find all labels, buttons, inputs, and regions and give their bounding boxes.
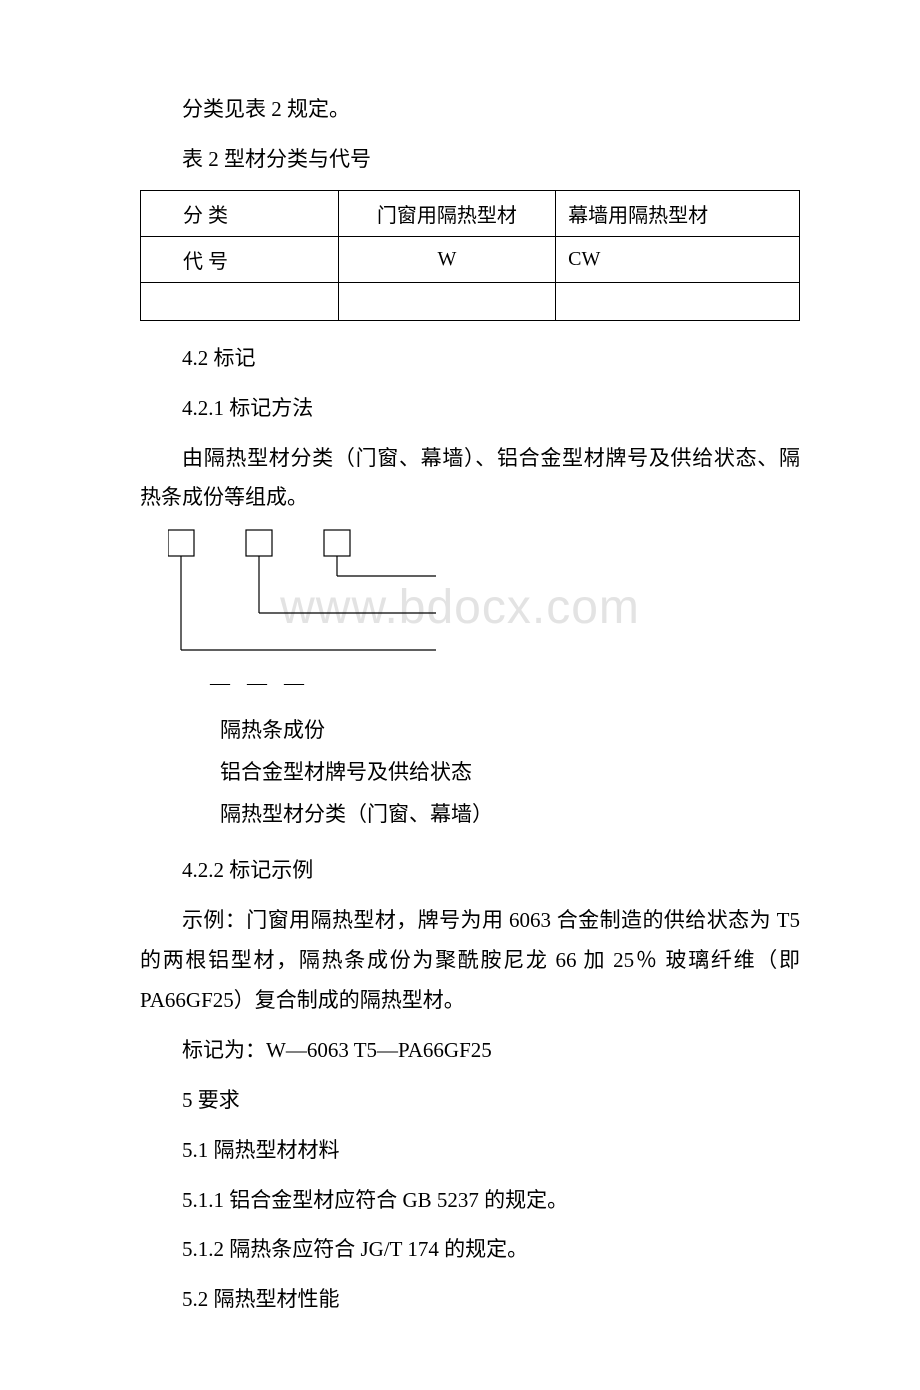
heading-5: 5 要求 (140, 1081, 800, 1121)
table-2: 分 类 门窗用隔热型材 幕墙用隔热型材 代 号 W CW (140, 190, 800, 321)
table-cell: W (338, 236, 555, 282)
table-row: 分 类 门窗用隔热型材 幕墙用隔热型材 (141, 190, 800, 236)
table-row (141, 282, 800, 320)
intro-line-1: 分类见表 2 规定。 (140, 90, 800, 130)
table-cell (141, 282, 339, 320)
diagram-dashes: — — — (210, 672, 800, 695)
diagram-label-3: 隔热型材分类（门窗、幕墙） (220, 793, 800, 835)
diagram-svg (168, 528, 488, 663)
heading-4-2-1: 4.2.1 标记方法 (140, 389, 800, 429)
table-row: 代 号 W CW (141, 236, 800, 282)
mark-example: 标记为：W—6063 T5—PA66GF25 (140, 1031, 800, 1071)
document-body: 分类见表 2 规定。 表 2 型材分类与代号 分 类 门窗用隔热型材 幕墙用隔热… (140, 90, 800, 1320)
table-cell: 代 号 (141, 236, 339, 282)
table-cell (338, 282, 555, 320)
diagram-label-2: 铝合金型材牌号及供给状态 (220, 751, 800, 793)
marking-diagram (140, 528, 800, 668)
heading-4-2: 4.2 标记 (140, 339, 800, 379)
body-4-2-2: 示例：门窗用隔热型材，牌号为用 6063 合金制造的供给状态为 T5 的两根铝型… (140, 901, 800, 1021)
table-cell: CW (556, 236, 800, 282)
body-5-1-2: 5.1.2 隔热条应符合 JG/T 174 的规定。 (140, 1230, 800, 1270)
heading-4-2-2: 4.2.2 标记示例 (140, 851, 800, 891)
table-cell (556, 282, 800, 320)
diagram-label-1: 隔热条成份 (220, 709, 800, 751)
body-5-1-1: 5.1.1 铝合金型材应符合 GB 5237 的规定。 (140, 1181, 800, 1221)
table-cell: 分 类 (141, 190, 339, 236)
table-cell: 幕墙用隔热型材 (556, 190, 800, 236)
table-caption: 表 2 型材分类与代号 (140, 140, 800, 180)
table-cell: 门窗用隔热型材 (338, 190, 555, 236)
heading-5-2: 5.2 隔热型材性能 (140, 1280, 800, 1320)
heading-5-1: 5.1 隔热型材材料 (140, 1131, 800, 1171)
body-4-2-1: 由隔热型材分类（门窗、幕墙）、铝合金型材牌号及供给状态、隔热条成份等组成。 (140, 439, 800, 519)
